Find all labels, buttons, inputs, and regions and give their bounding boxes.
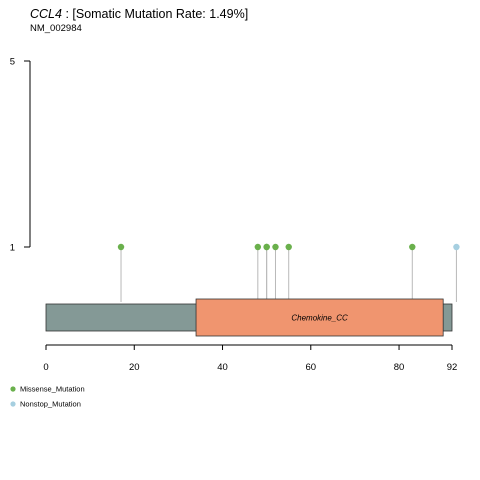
gene-name: CCL4 bbox=[30, 7, 62, 21]
y-tick-label-5: 5 bbox=[10, 57, 15, 68]
legend-marker-2 bbox=[10, 401, 16, 407]
chart-title: CCL4 : [Somatic Mutation Rate: 1.49%] bbox=[30, 7, 248, 21]
lollipop-stems bbox=[120, 247, 457, 302]
y-axis: 15 bbox=[10, 57, 31, 254]
x-tick-label-20: 20 bbox=[129, 362, 140, 373]
domain-Chemokine_CC bbox=[195, 298, 444, 337]
x-axis: 0 20 40 60 80 92 bbox=[43, 344, 458, 373]
domain-label-Chemokine_CC: Chemokine_CC bbox=[291, 314, 348, 323]
x-tick-label-60: 60 bbox=[305, 362, 316, 373]
legend-label-1: Missense_Mutation bbox=[20, 385, 85, 394]
x-tick-label-0: 0 bbox=[43, 362, 48, 373]
mutation-point-8 bbox=[453, 243, 460, 251]
legend: Missense_Mutation Nonstop_Mutation bbox=[10, 385, 85, 409]
mutation-point-5 bbox=[272, 243, 279, 251]
legend-marker-1 bbox=[10, 386, 16, 392]
mutation-point-7 bbox=[409, 243, 416, 251]
lollipop-heads bbox=[117, 243, 460, 251]
mutation-point-6 bbox=[285, 243, 292, 251]
protein-track: Chemokine_CC bbox=[45, 298, 453, 337]
y-tick-label-1: 1 bbox=[10, 243, 15, 254]
mutation-point-2 bbox=[254, 243, 262, 251]
transcript-id: NM_002984 bbox=[30, 23, 82, 34]
mutation-point-1 bbox=[117, 243, 125, 251]
x-tick-label-40: 40 bbox=[217, 362, 228, 373]
mutation-point-4 bbox=[263, 243, 270, 251]
legend-label-2: Nonstop_Mutation bbox=[20, 400, 81, 409]
x-tick-label-80: 80 bbox=[394, 362, 405, 373]
title-mutation-rate: : [Somatic Mutation Rate: 1.49%] bbox=[62, 7, 248, 21]
x-tick-label-92: 92 bbox=[447, 362, 458, 373]
